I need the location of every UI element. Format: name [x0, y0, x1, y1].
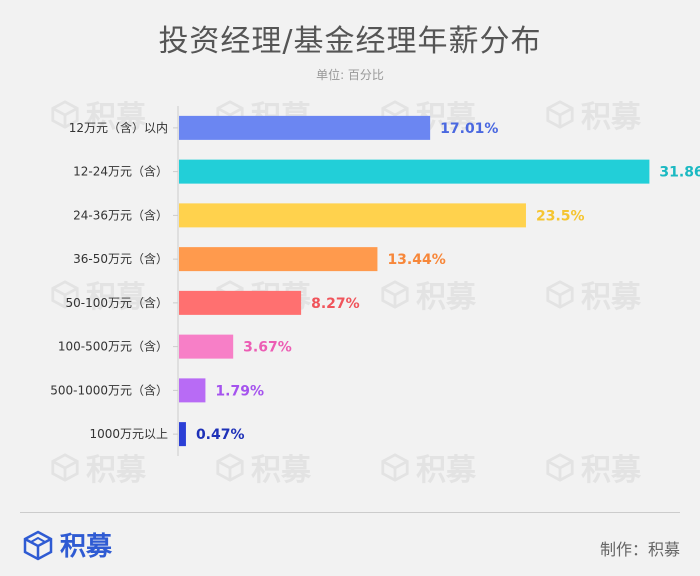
bar	[179, 247, 378, 272]
footer-divider	[20, 512, 680, 513]
category-label: 12-24万元（含）	[73, 164, 168, 179]
bar	[179, 290, 302, 315]
category-label: 1000万元以上	[89, 427, 168, 441]
value-label: 13.44%	[387, 252, 445, 268]
bar	[179, 378, 206, 403]
category-label: 100-500万元（含）	[58, 339, 168, 354]
value-label: 17.01%	[440, 121, 498, 137]
chart-title: 投资经理/基金经理年薪分布	[158, 24, 542, 59]
category-label: 500-1000万元（含）	[50, 382, 168, 397]
bar	[179, 334, 234, 359]
bar	[179, 115, 431, 140]
brand-name: 积募	[60, 532, 113, 562]
value-label: 0.47%	[196, 427, 245, 443]
value-label: 23.5%	[536, 208, 585, 224]
bar	[179, 203, 526, 228]
credit-text: 制作：积募	[599, 540, 680, 559]
chart-subtitle: 单位: 百分比	[316, 68, 384, 82]
brand-logo: 积募	[22, 526, 112, 563]
category-label: 50-100万元（含）	[65, 295, 168, 310]
bar	[179, 422, 186, 447]
category-label: 12万元（含）以内	[69, 120, 168, 135]
bar	[179, 159, 650, 184]
value-label: 8.27%	[311, 296, 360, 312]
value-label: 3.67%	[243, 340, 292, 356]
category-label: 36-50万元（含）	[73, 251, 168, 266]
jimu-logo-icon	[23, 530, 53, 560]
value-label: 31.86%	[659, 165, 700, 181]
category-label: 24-36万元（含）	[73, 207, 168, 222]
value-label: 1.79%	[215, 383, 264, 399]
